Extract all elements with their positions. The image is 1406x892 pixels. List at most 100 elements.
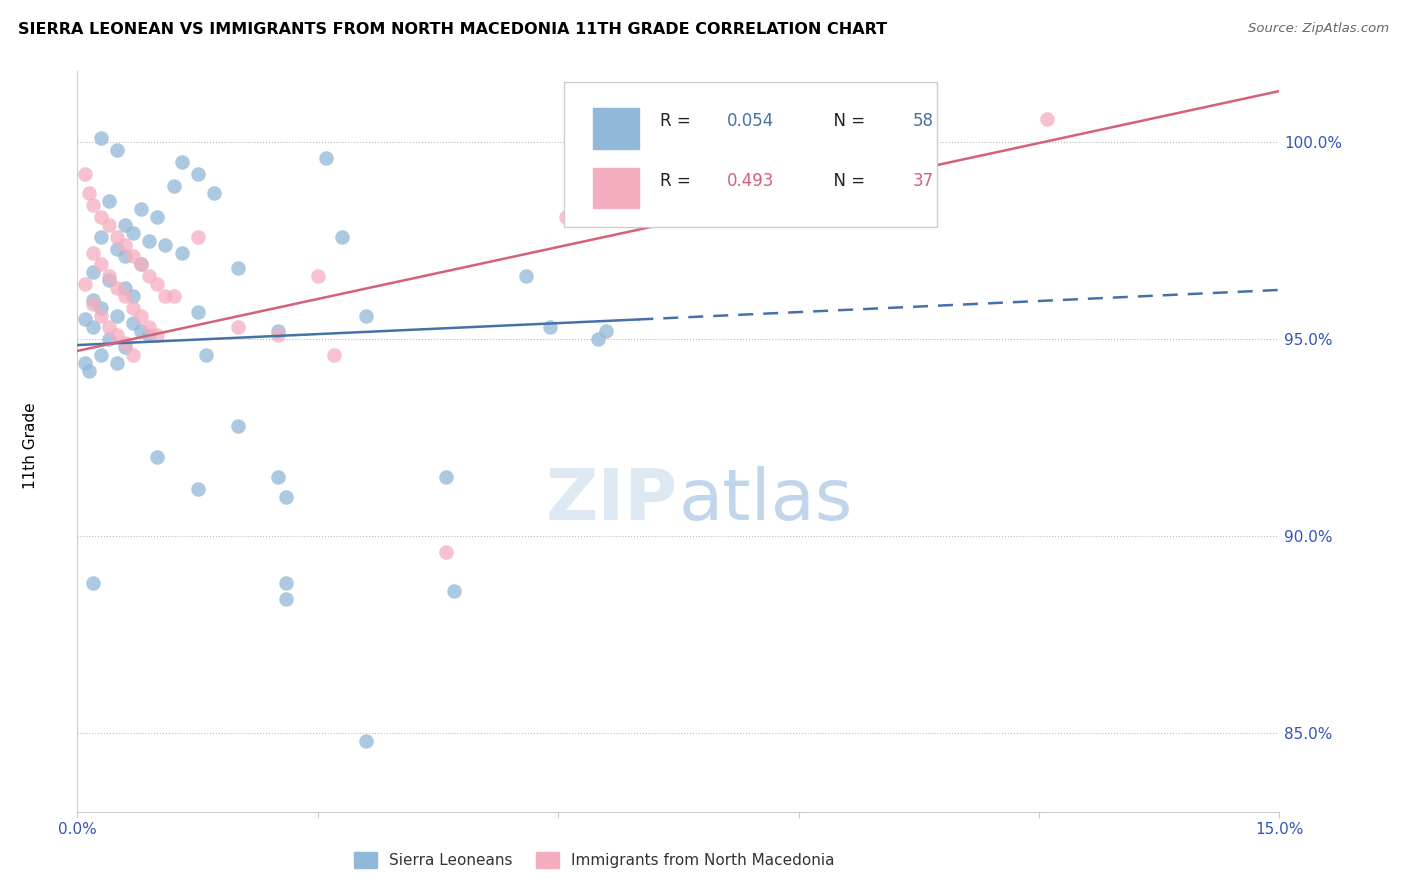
Point: [274, 576, 297, 591]
Point: [138, 328, 160, 343]
Point: [186, 229, 209, 244]
Point: [107, 356, 129, 370]
Bar: [593, 168, 638, 209]
Point: [267, 470, 290, 484]
Point: [90, 131, 112, 145]
Point: [186, 482, 209, 496]
Point: [226, 320, 249, 334]
Text: ZIP: ZIP: [546, 467, 679, 535]
Point: [515, 269, 537, 284]
Point: [138, 320, 160, 334]
Point: [267, 324, 290, 338]
Point: [354, 734, 377, 748]
Point: [155, 289, 177, 303]
Text: N =: N =: [823, 112, 870, 130]
Point: [122, 249, 145, 263]
Point: [1036, 112, 1059, 126]
Text: Source: ZipAtlas.com: Source: ZipAtlas.com: [1249, 22, 1389, 36]
Text: 0.493: 0.493: [727, 171, 773, 190]
Point: [107, 281, 129, 295]
Point: [315, 151, 337, 165]
Point: [82, 265, 104, 279]
Point: [138, 234, 160, 248]
Point: [75, 277, 97, 291]
Text: 11th Grade: 11th Grade: [24, 402, 38, 490]
Point: [82, 320, 104, 334]
Point: [107, 143, 129, 157]
Point: [82, 293, 104, 307]
Point: [98, 320, 121, 334]
Point: [146, 210, 169, 224]
Point: [82, 198, 104, 212]
Point: [170, 245, 193, 260]
Point: [114, 218, 136, 232]
Point: [107, 242, 129, 256]
Point: [146, 450, 169, 465]
Point: [98, 194, 121, 209]
Point: [202, 186, 225, 201]
Text: R =: R =: [661, 112, 696, 130]
Bar: [593, 108, 638, 149]
Point: [114, 237, 136, 252]
Point: [322, 348, 344, 362]
Point: [82, 296, 104, 310]
Point: [555, 210, 578, 224]
Point: [79, 364, 101, 378]
Point: [170, 155, 193, 169]
Point: [588, 332, 610, 346]
Point: [107, 229, 129, 244]
Point: [107, 309, 129, 323]
Legend: Sierra Leoneans, Immigrants from North Macedonia: Sierra Leoneans, Immigrants from North M…: [349, 847, 841, 874]
Point: [443, 584, 465, 599]
Point: [186, 304, 209, 318]
Point: [114, 249, 136, 263]
Point: [122, 317, 145, 331]
Point: [90, 301, 112, 315]
Point: [98, 269, 121, 284]
Point: [354, 309, 377, 323]
Point: [162, 178, 184, 193]
Point: [122, 348, 145, 362]
Point: [98, 218, 121, 232]
Point: [194, 348, 217, 362]
Point: [75, 167, 97, 181]
Point: [114, 281, 136, 295]
Point: [226, 261, 249, 276]
Point: [131, 309, 153, 323]
Text: 37: 37: [912, 171, 934, 190]
Text: SIERRA LEONEAN VS IMMIGRANTS FROM NORTH MACEDONIA 11TH GRADE CORRELATION CHART: SIERRA LEONEAN VS IMMIGRANTS FROM NORTH …: [18, 22, 887, 37]
Point: [122, 226, 145, 240]
Text: 58: 58: [912, 112, 934, 130]
Point: [131, 202, 153, 217]
Point: [131, 324, 153, 338]
Point: [131, 257, 153, 271]
Text: R =: R =: [661, 171, 696, 190]
Point: [274, 592, 297, 607]
Point: [186, 167, 209, 181]
Point: [98, 273, 121, 287]
FancyBboxPatch shape: [564, 82, 936, 227]
Point: [79, 186, 101, 201]
Text: atlas: atlas: [679, 467, 853, 535]
Point: [155, 237, 177, 252]
Point: [307, 269, 329, 284]
Point: [162, 289, 184, 303]
Point: [138, 269, 160, 284]
Point: [90, 309, 112, 323]
Point: [146, 277, 169, 291]
Point: [90, 210, 112, 224]
Point: [107, 328, 129, 343]
Point: [75, 356, 97, 370]
Point: [90, 229, 112, 244]
Point: [131, 257, 153, 271]
Point: [90, 257, 112, 271]
Point: [274, 490, 297, 504]
Point: [146, 328, 169, 343]
Point: [114, 340, 136, 354]
Point: [226, 418, 249, 433]
Point: [538, 320, 561, 334]
Point: [122, 301, 145, 315]
Text: 0.054: 0.054: [727, 112, 773, 130]
Point: [330, 229, 353, 244]
Point: [82, 245, 104, 260]
